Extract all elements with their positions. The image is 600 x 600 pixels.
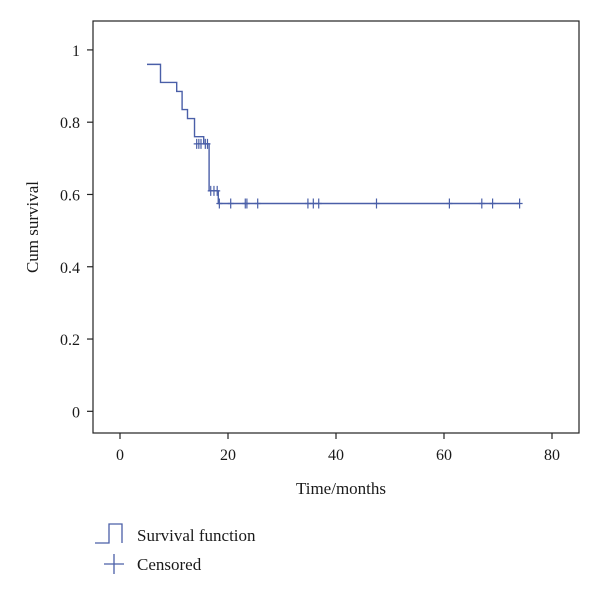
censored-marker — [516, 198, 523, 209]
y-tick-label: 0.6 — [60, 187, 80, 204]
survival-function-line — [147, 63, 520, 205]
y-tick-label: 0.4 — [60, 260, 80, 277]
y-tick-label: 0.2 — [60, 332, 80, 349]
x-tick-label: 40 — [328, 447, 344, 464]
censored-marker — [315, 198, 322, 209]
censored-marker — [478, 198, 485, 209]
legend-survival-label: Survival function — [137, 526, 256, 545]
x-axis-label: Time/months — [296, 479, 386, 498]
legend-survival-symbol — [95, 523, 123, 544]
y-tick-label: 0 — [72, 404, 80, 421]
x-tick-label: 60 — [436, 447, 452, 464]
legend-censored-symbol — [104, 554, 124, 574]
censored-marker — [204, 138, 211, 149]
legend: Survival function Censored — [95, 523, 256, 574]
x-tick-label: 80 — [544, 447, 560, 464]
censored-marker — [243, 198, 250, 209]
axes: 0 20 40 60 80 0 0.2 0.4 0.6 0.8 1 — [60, 20, 580, 464]
censored-marker — [373, 198, 380, 209]
series-layer — [147, 63, 523, 209]
censored-marker — [227, 198, 234, 209]
censored-marker — [254, 198, 261, 209]
censored-marker — [304, 198, 311, 209]
y-tick-label: 1 — [72, 43, 80, 60]
censored-marker — [489, 198, 496, 209]
y-tick-label: 0.8 — [60, 115, 80, 132]
y-axis-label: Cum survival — [23, 181, 42, 273]
censored-marker — [214, 185, 221, 196]
x-tick-label: 20 — [220, 447, 236, 464]
censored-marker — [216, 198, 223, 209]
censored-marker — [446, 198, 453, 209]
x-tick-label: 0 — [116, 447, 124, 464]
legend-censored-label: Censored — [137, 555, 202, 574]
censored-marker — [310, 198, 317, 209]
